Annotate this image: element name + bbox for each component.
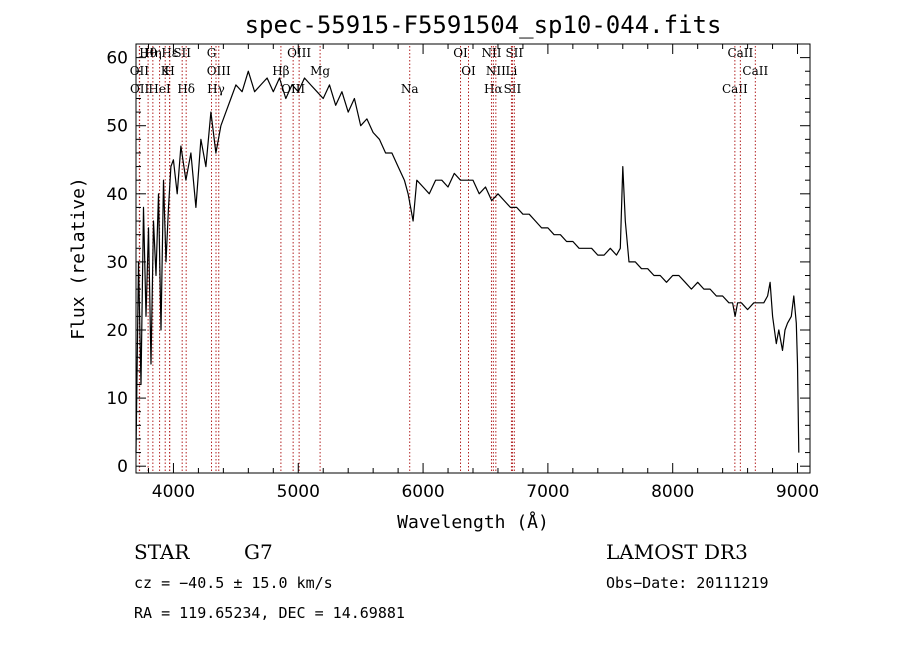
line-marker-label: OIII (287, 46, 311, 60)
spectrum-plot: spec-55915-F5591504_sp10-044.fitsHθOIIOI… (68, 11, 819, 533)
y-tick-label: 0 (117, 457, 128, 477)
y-tick-label: 20 (106, 321, 128, 341)
line-marker-label: K (161, 64, 171, 78)
line-marker-label: OIII (207, 64, 231, 78)
line-marker-label: CaII (727, 46, 753, 60)
line-marker-label: Hα (484, 82, 503, 96)
line-marker-label: Li (506, 64, 518, 78)
y-tick-label: 10 (106, 389, 128, 409)
x-tick-label: 9000 (776, 482, 819, 502)
y-tick-label: 60 (106, 49, 128, 69)
obs-date: Obs−Date: 20111219 (606, 574, 769, 592)
line-marker-label: HeI (148, 82, 171, 96)
x-tick-label: 4000 (152, 482, 195, 502)
coordinates: RA = 119.65234, DEC = 14.69881 (134, 604, 405, 622)
line-marker-label: Na (401, 82, 419, 96)
y-tick-label: 50 (106, 117, 128, 137)
line-marker-label: NII (481, 46, 501, 60)
line-marker-label: Hβ (272, 64, 289, 78)
line-marker-label: G (207, 46, 217, 60)
y-tick-label: 30 (106, 253, 128, 273)
y-axis-label: Flux (relative) (68, 177, 89, 340)
line-marker-label: Hγ (207, 82, 225, 96)
line-marker-label: NII (486, 64, 506, 78)
chart-title: spec-55915-F5591504_sp10-044.fits (245, 11, 722, 39)
x-tick-label: 5000 (277, 482, 320, 502)
line-marker-label: SII (504, 82, 522, 96)
line-marker-label: Hη (144, 46, 162, 60)
x-tick-label: 6000 (401, 482, 444, 502)
line-marker-label: Mg (310, 64, 330, 78)
survey-name: LAMOST DR3 (606, 540, 748, 564)
y-tick-label: 40 (106, 185, 128, 205)
line-marker-label: OI (461, 64, 476, 78)
x-tick-label: 7000 (526, 482, 569, 502)
line-marker-label: CaII (742, 64, 768, 78)
line-marker-label: SII (173, 46, 191, 60)
line-marker-label: OI (453, 46, 468, 60)
object-class: STAR (134, 540, 190, 564)
cz-value: cz = −40.5 ± 15.0 km/s (134, 574, 333, 592)
spectrum-line (135, 70, 800, 453)
x-axis-label: Wavelength (Å) (397, 511, 549, 533)
line-marker-label: OII (130, 82, 150, 96)
line-marker-label: SII (505, 46, 523, 60)
object-subclass: G7 (244, 540, 273, 564)
line-marker-label: Hδ (177, 82, 195, 96)
line-marker-label: CaII (722, 82, 748, 96)
plot-frame (135, 43, 811, 474)
x-tick-label: 8000 (651, 482, 694, 502)
line-marker-label: H (164, 64, 174, 78)
